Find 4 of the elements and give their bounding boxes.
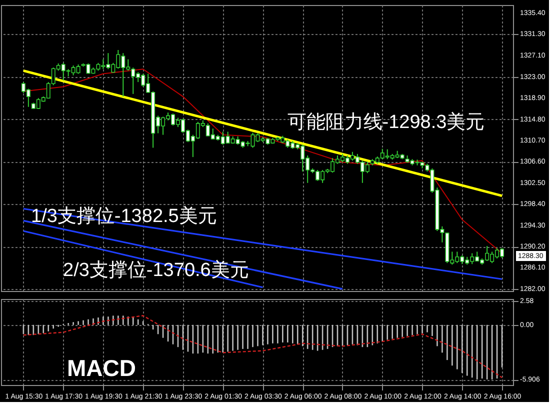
line-series bbox=[22, 315, 503, 378]
annotation: MACD bbox=[67, 355, 136, 381]
line-series bbox=[22, 68, 503, 254]
annotation: 可能阻力线-1298.3美元 bbox=[287, 111, 485, 133]
